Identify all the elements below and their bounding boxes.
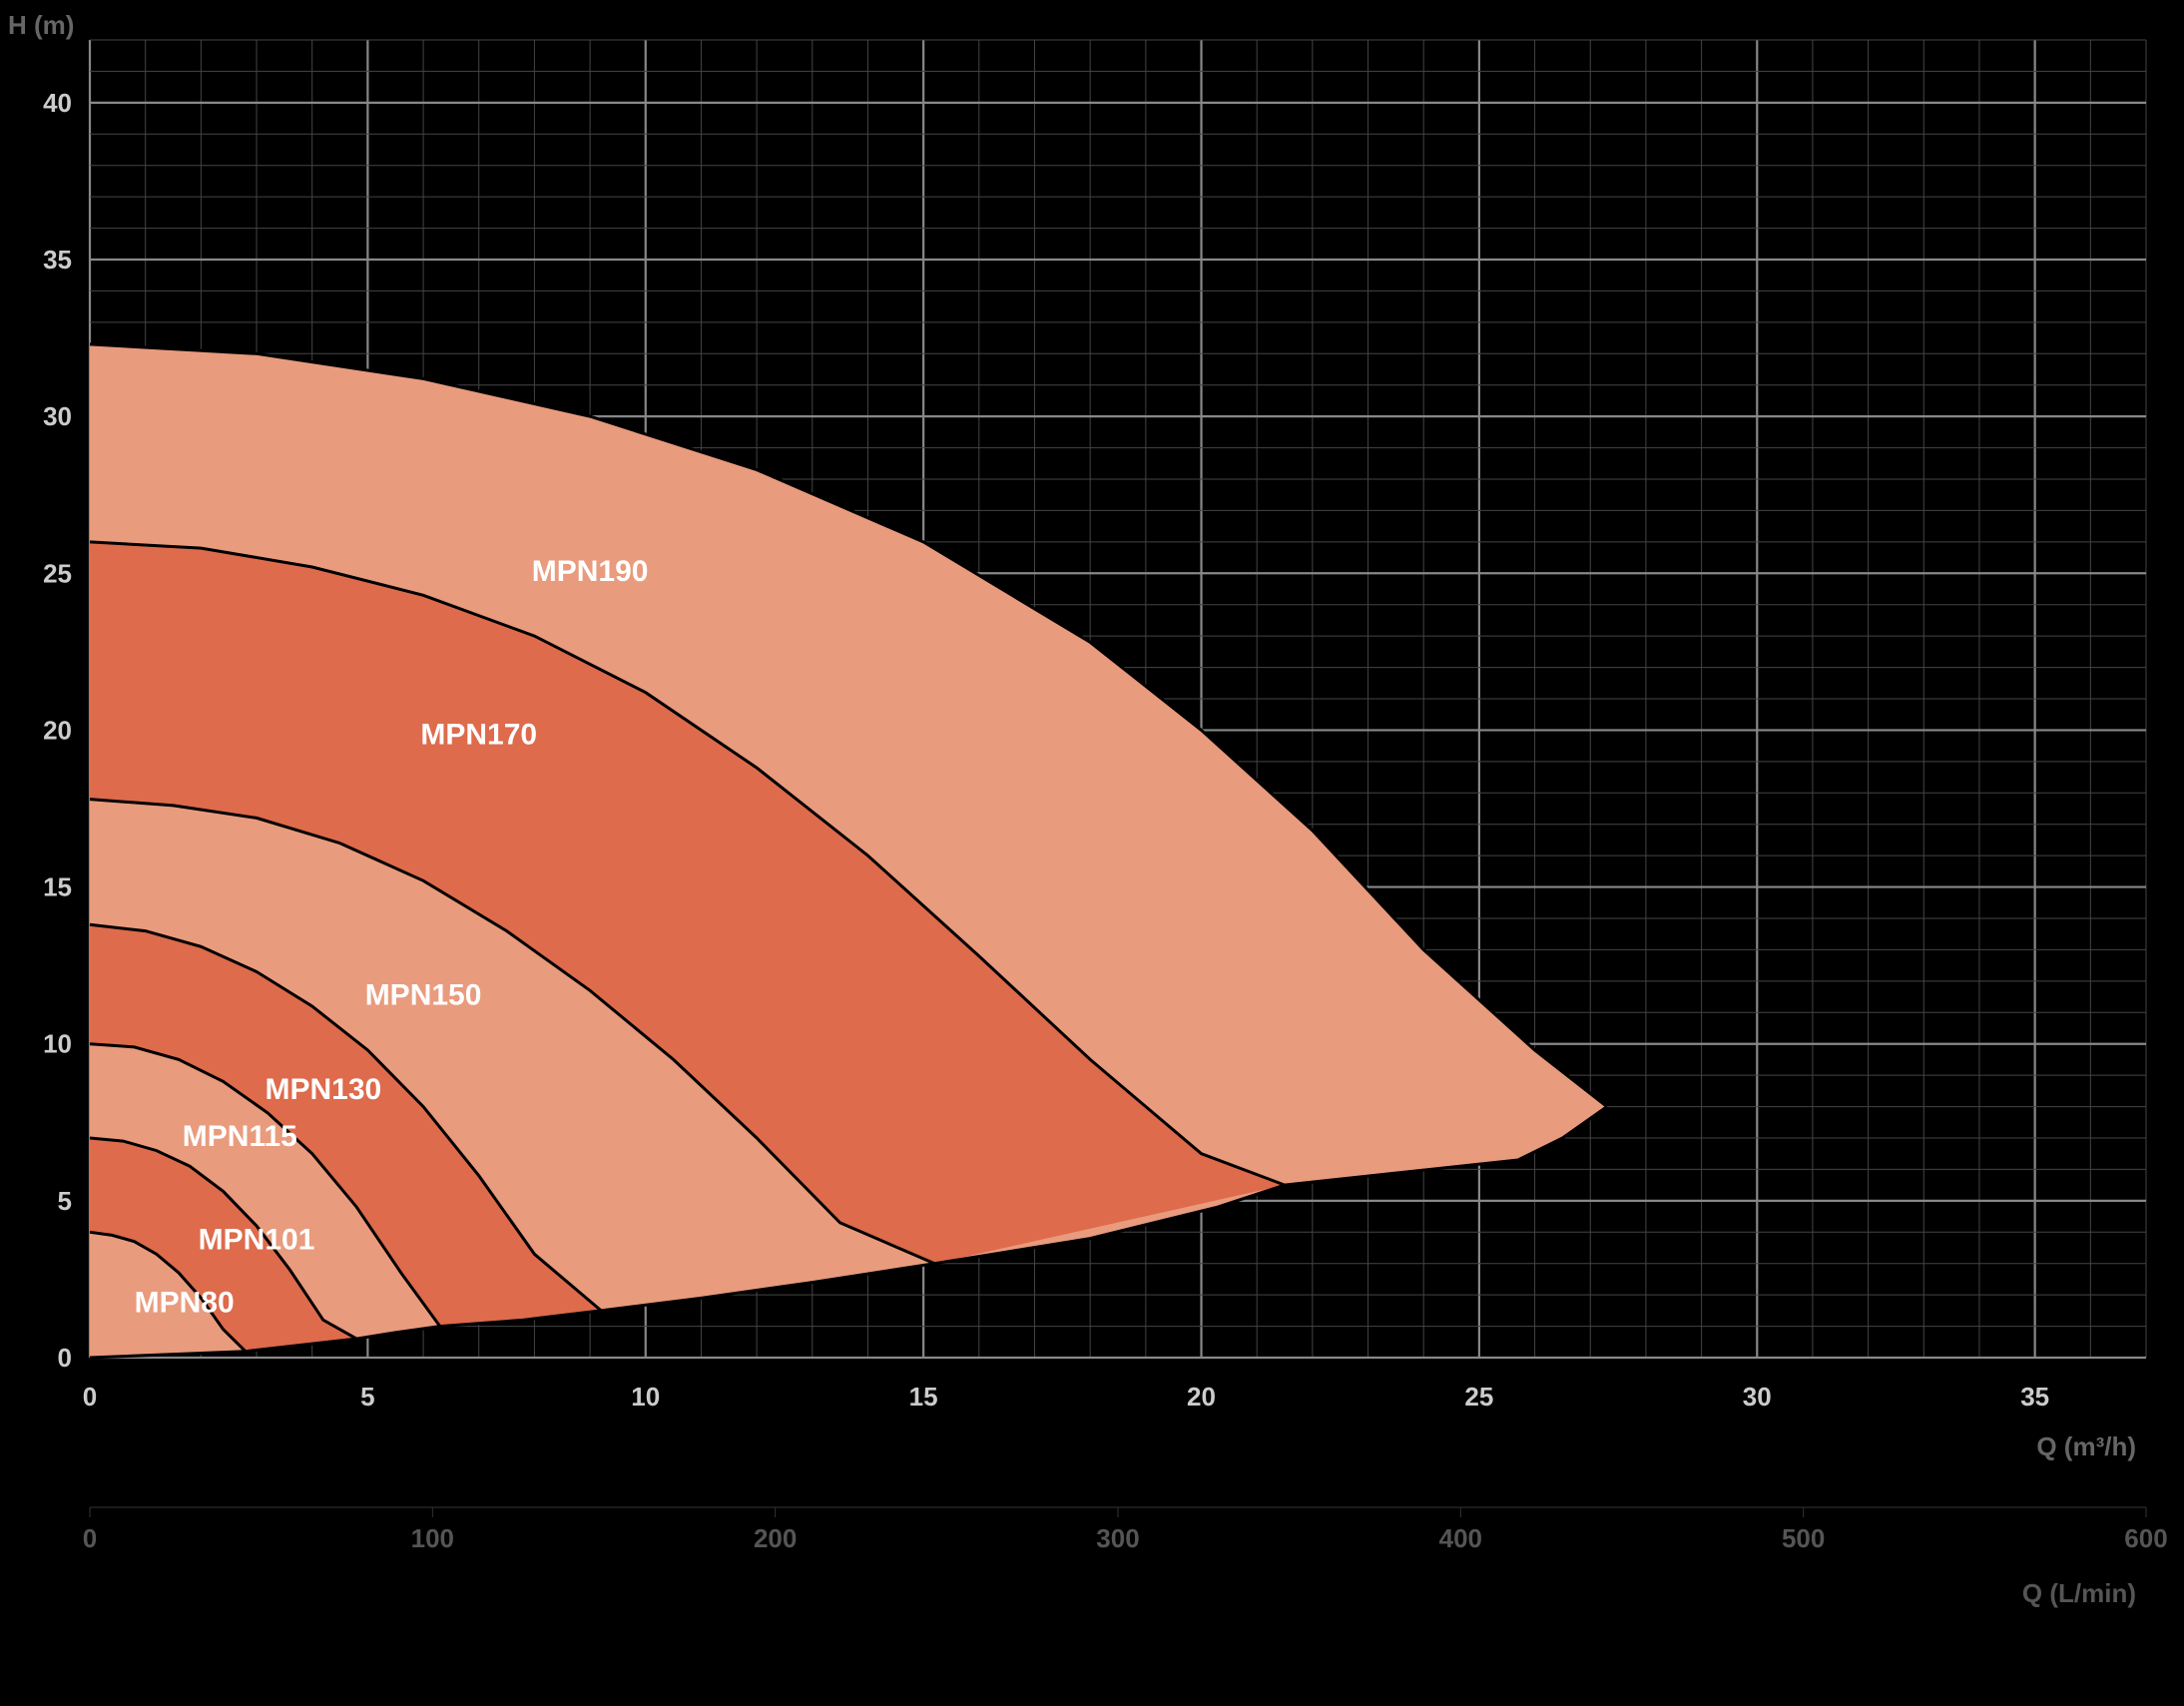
- y-tick-label: 5: [58, 1186, 72, 1216]
- x2-axis-title: Q (L/min): [2022, 1578, 2136, 1608]
- x1-axis-title: Q (m³/h): [2036, 1431, 2136, 1461]
- label-mpn170: MPN170: [420, 719, 537, 752]
- label-mpn150: MPN150: [365, 978, 482, 1011]
- label-mpn101: MPN101: [199, 1224, 315, 1257]
- x2-tick-label: 400: [1439, 1523, 1482, 1553]
- y-axis-title: H (m): [8, 10, 74, 40]
- label-mpn190: MPN190: [532, 555, 649, 588]
- x1-tick-label: 25: [1464, 1382, 1493, 1412]
- pump-curve-chart: MPN190 MPN170 MPN150 MPN130 MPN115 MPN101 MPN8…: [0, 0, 2184, 1706]
- y-tick-label: 20: [43, 715, 72, 745]
- y-tick-label: 40: [43, 88, 72, 118]
- x1-tick-label: 0: [83, 1382, 97, 1412]
- label-mpn115: MPN115: [183, 1120, 297, 1153]
- x2-tick-label: 200: [754, 1523, 797, 1553]
- x1-tick-label: 30: [1743, 1382, 1772, 1412]
- x2-tick-label: 100: [411, 1523, 454, 1553]
- x1-tick-label: 35: [2020, 1382, 2049, 1412]
- x2-tick-label: 0: [83, 1523, 97, 1553]
- y-tick-label: 30: [43, 401, 72, 431]
- label-mpn80: MPN80: [135, 1286, 235, 1319]
- x2-tick-label: 300: [1096, 1523, 1139, 1553]
- y-tick-label: 10: [43, 1029, 72, 1059]
- x1-tick-label: 10: [631, 1382, 660, 1412]
- y-tick-label: 25: [43, 558, 72, 588]
- y-tick-label: 35: [43, 245, 72, 275]
- x1-tick-label: 5: [360, 1382, 374, 1412]
- x2-tick-label: 500: [1782, 1523, 1825, 1553]
- label-mpn130: MPN130: [265, 1073, 381, 1106]
- x1-tick-label: 20: [1187, 1382, 1216, 1412]
- x2-tick-label: 600: [2124, 1523, 2167, 1553]
- y-tick-label: 15: [43, 872, 72, 902]
- chart-svg: MPN190 MPN170 MPN150 MPN130 MPN115 MPN101 MPN8…: [0, 0, 2184, 1706]
- y-tick-label: 0: [58, 1343, 72, 1373]
- x1-tick-label: 15: [909, 1382, 938, 1412]
